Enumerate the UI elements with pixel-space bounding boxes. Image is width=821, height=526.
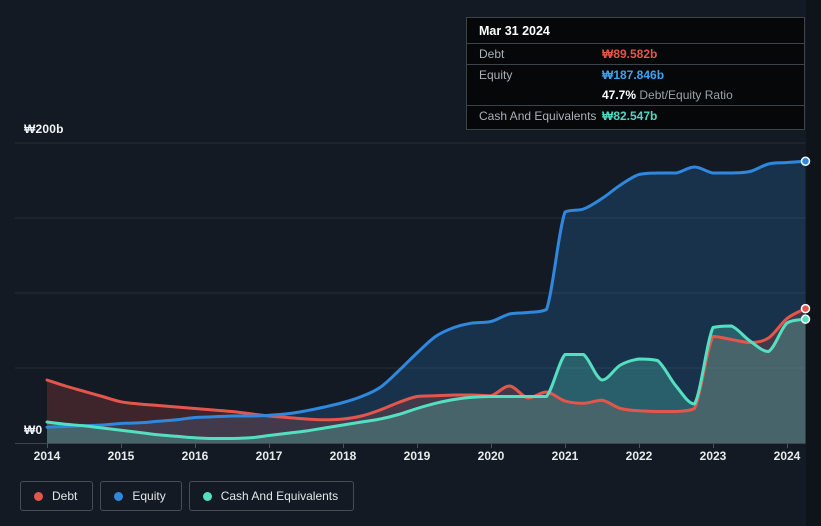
y-axis-label-200b: ₩200b: [24, 122, 64, 136]
x-axis-label-2019: 2019: [403, 449, 431, 463]
x-axis-label-2018: 2018: [329, 449, 357, 463]
x-axis-label-2015: 2015: [107, 449, 135, 463]
equity-area: [47, 161, 806, 443]
cash-and-equivalents-line[interactable]: [45, 317, 807, 441]
tooltip-equity-value: ₩187.846b: [602, 68, 665, 82]
legend-item-equity[interactable]: Equity: [100, 481, 182, 511]
tooltip-row-debt: Debt ₩89.582b: [467, 43, 804, 64]
x-axis-label-2023: 2023: [699, 449, 727, 463]
cash-dot-icon: [202, 491, 212, 501]
tooltip-date: Mar 31 2024: [479, 24, 550, 38]
tooltip-ratio-label: Debt/Equity Ratio: [639, 88, 733, 102]
legend-equity-label: Equity: [132, 489, 166, 503]
debt-end-marker[interactable]: [800, 303, 811, 314]
legend-item-debt[interactable]: Debt: [20, 481, 94, 511]
tooltip-debt-label: Debt: [479, 47, 505, 61]
tooltip-row-equity: Equity ₩187.846b: [467, 64, 804, 85]
tooltip-cash-label: Cash And Equivalents: [479, 109, 597, 123]
x-axis-label-2020: 2020: [477, 449, 505, 463]
equity-dot-icon: [114, 491, 124, 501]
y-axis-label-0: ₩0: [24, 423, 43, 437]
x-axis-label-2021: 2021: [551, 449, 579, 463]
tooltip-row-ratio: 47.7% Debt/Equity Ratio: [467, 85, 804, 105]
chart-legend: Debt Equity Cash And Equivalents: [20, 481, 355, 511]
equity-line[interactable]: [45, 159, 807, 429]
x-axis-label-2024: 2024: [773, 449, 801, 463]
legend-cash-label: Cash And Equivalents: [220, 489, 339, 503]
debt-dot-icon: [34, 491, 43, 501]
debt-area: [47, 308, 806, 443]
chart-right-edge: [806, 0, 821, 526]
tooltip-cash-value: ₩82.547b: [602, 109, 658, 123]
tooltip-debt-value: ₩89.582b: [602, 47, 658, 61]
legend-debt-label: Debt: [52, 489, 78, 503]
cash-and-equivalents-area: [47, 319, 806, 443]
legend-item-cash[interactable]: Cash And Equivalents: [188, 481, 355, 511]
chart-tooltip: Mar 31 2024 Debt ₩89.582b Equity ₩187.84…: [466, 17, 805, 130]
x-axis-label-2016: 2016: [181, 449, 209, 463]
equity-end-marker[interactable]: [800, 156, 811, 166]
x-axis-label-2022: 2022: [625, 449, 653, 463]
x-axis-label-2017: 2017: [255, 449, 283, 463]
debt-line[interactable]: [45, 307, 807, 422]
cash-and-equivalents-end-marker[interactable]: [800, 314, 811, 324]
x-axis-label-2014: 2014: [33, 449, 61, 463]
tooltip-ratio-value: 47.7%: [602, 88, 637, 102]
tooltip-row-cash: Cash And Equivalents ₩82.547b: [467, 105, 804, 129]
tooltip-equity-label: Equity: [479, 68, 513, 82]
